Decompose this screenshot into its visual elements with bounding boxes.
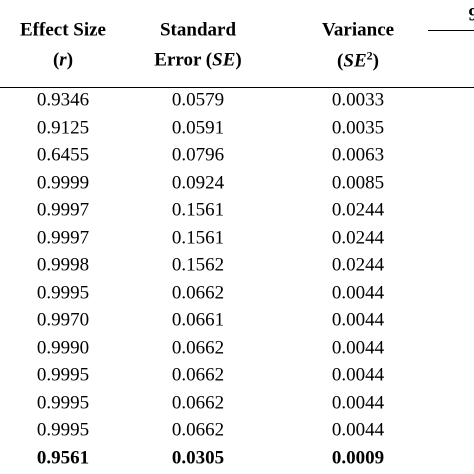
table-cell: 0.0661 [171,309,225,331]
table-cell: 0.0796 [171,144,225,166]
table-cell: 0.0244 [331,199,385,221]
table-cell: 0.9346 [36,89,90,111]
header-cell: (SE2) [337,49,379,70]
table-cell: 0.9995 [36,392,90,413]
header-sup: 2 [366,48,373,63]
table-cell: 0.0044 [331,337,385,358]
header-text: ( [337,50,344,72]
table-cell: 0.0033 [331,89,385,111]
header-text: Error ( [154,49,213,71]
header-text: ( [52,49,60,71]
header-text: ) [372,50,379,72]
table-cell: 0.0662 [171,282,225,303]
table-cell: 0.9997 [36,227,90,248]
table-cell: 0.9995 [36,282,90,303]
table-cell: 0.9995 [36,364,90,386]
header-cell: (r) [53,51,73,70]
table-cell: 0.9561 [36,447,90,468]
table-cell: 0.9125 [36,117,90,138]
table-cell: 0.0579 [171,89,225,111]
table-cell: 0.0662 [171,337,225,358]
table-cell: 0.1562 [171,254,225,276]
table-cell: 0.9999 [36,172,90,193]
header-var: SE [343,50,367,72]
header-cell: Standard [159,19,237,41]
table-cell: 0.9995 [36,419,90,441]
header-cell: Error (SE) [154,51,241,70]
table-cell: 0.0244 [331,254,385,276]
table-cell: 0.0305 [171,447,225,468]
table-cell: 0.0244 [331,227,385,248]
table-cell: 0.0924 [171,172,225,193]
header-text: ) [66,49,74,71]
table-cell: 0.1561 [171,227,225,248]
table-cell: 0.0044 [331,282,385,303]
header-var: r [59,49,67,71]
table-cell: 0.0662 [171,392,225,413]
header-cell: Variance [321,19,395,41]
table-cell: 0.0063 [331,144,385,166]
table-cell: 0.9990 [36,337,90,358]
table-cell: 0.0662 [171,364,225,386]
table-cell: 0.0044 [331,309,385,331]
table-cell: 0.9998 [36,254,90,276]
table-cell: 0.0044 [331,392,385,413]
header-var: SE [212,49,236,71]
table-cell: 0.0085 [331,172,385,193]
header-cell: Effect Size [20,19,106,41]
table-cell: 0.9997 [36,199,90,221]
group-rule [428,30,474,31]
table-cell: 0.0044 [331,419,385,441]
table-cell: 0.9970 [36,309,90,331]
table-cell: 0.6455 [36,144,90,166]
table-cell: 0.0009 [331,447,385,468]
table-cell: 0.0591 [171,117,225,138]
table-cell: 0.0035 [331,117,385,138]
header-cell: 95 [468,4,474,26]
header-rule [0,87,474,88]
table-cell: 0.1561 [171,199,225,221]
header-text: ) [235,49,242,71]
table-cell: 0.0662 [171,419,225,441]
table-cell: 0.0044 [331,364,385,386]
